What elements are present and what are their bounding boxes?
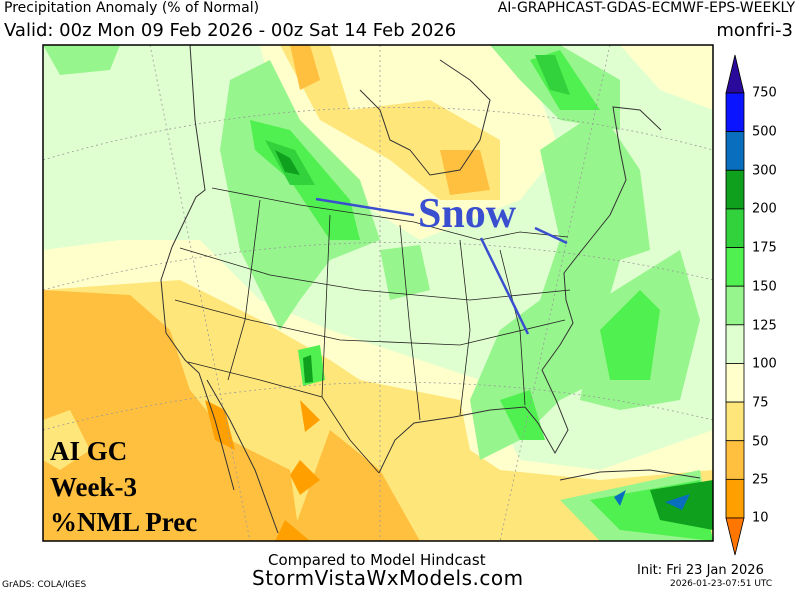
colorbar-arrow-top	[725, 54, 745, 94]
colorbar-swatch	[725, 324, 745, 364]
colorbar-label: 50	[752, 434, 769, 450]
colorbar-swatch	[725, 92, 745, 133]
colorbar	[725, 54, 745, 556]
colorbar-label: 100	[752, 356, 777, 372]
colorbar-swatch	[725, 208, 745, 248]
colorbar-arrow-bottom	[725, 517, 745, 556]
colorbar-label: 150	[752, 279, 777, 295]
snow-pointer-west	[315, 197, 415, 217]
anomaly-fill	[43, 45, 713, 541]
run-label: monfri-3	[716, 20, 793, 41]
field-annotation: %NML Prec	[50, 507, 198, 537]
colorbar-label: 200	[752, 201, 777, 217]
map-frame	[42, 44, 714, 542]
colorbar-label: 25	[752, 472, 769, 488]
map-title: Precipitation Anomaly (% of Normal)	[4, 0, 260, 16]
init-time: Init: Fri 23 Jan 2026	[637, 563, 764, 578]
colorbar-swatch	[725, 363, 745, 403]
colorbar-label: 500	[752, 124, 777, 140]
snow-pointer-northeast	[534, 226, 568, 245]
snow-annotation: Snow	[418, 191, 517, 237]
model-annotation: AI GC	[50, 436, 128, 466]
colorbar-label: 10	[752, 510, 769, 526]
generated-timestamp: 2026-01-23-07:51 UTC	[670, 579, 773, 589]
colorbar-label: 300	[752, 163, 777, 179]
coastlines	[160, 45, 701, 534]
hindcast-note: Compared to Model Hindcast	[268, 551, 486, 569]
colorbar-label: 125	[752, 318, 777, 334]
week-annotation: Week-3	[50, 472, 137, 502]
colorbar-swatch	[725, 247, 745, 287]
political-borders	[174, 187, 571, 474]
colorbar-label: 750	[752, 85, 777, 101]
colorbar-swatch	[725, 440, 745, 480]
snow-pointer-appalachian	[479, 237, 530, 335]
colorbar-swatch	[725, 478, 745, 519]
graticule	[43, 45, 713, 541]
model-name: AI-GRAPHCAST-GDAS-ECMWF-EPS-WEEKLY	[497, 0, 795, 16]
valid-period: Valid: 00z Mon 09 Feb 2026 - 00z Sat 14 …	[4, 20, 457, 41]
colorbar-label: 175	[752, 240, 777, 256]
site-name: StormVistaWxModels.com	[252, 566, 524, 590]
snow-pointer-lines	[315, 197, 568, 335]
colorbar-swatch	[725, 169, 745, 210]
colorbar-swatch	[725, 131, 745, 171]
colorbar-swatch	[725, 285, 745, 326]
grads-credit: GrADS: COLA/IGES	[2, 580, 87, 590]
colorbar-label: 75	[752, 395, 769, 411]
colorbar-swatch	[725, 401, 745, 442]
